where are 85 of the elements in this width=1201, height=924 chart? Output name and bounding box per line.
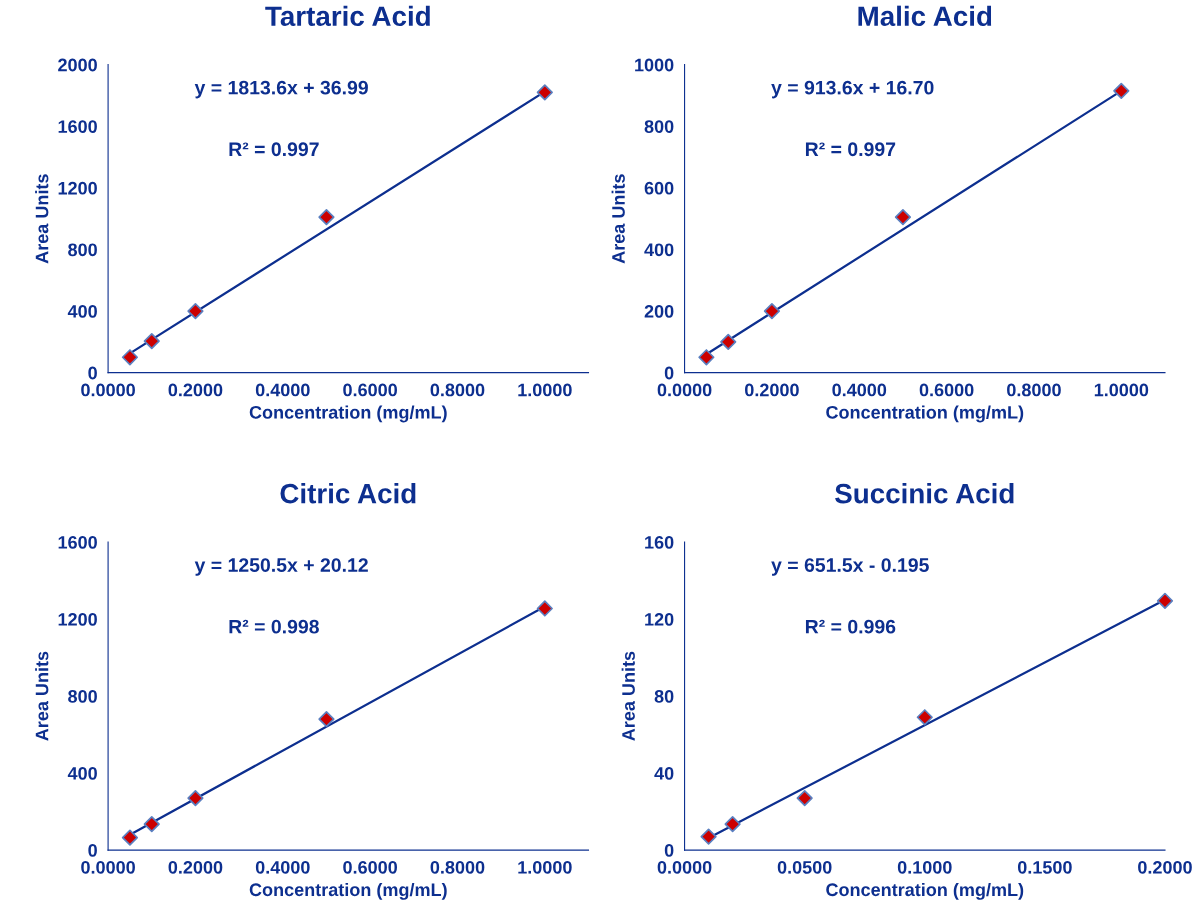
x-tick-label: 0.0000 bbox=[657, 860, 712, 874]
chart-title: Malic Acid bbox=[858, 5, 992, 27]
point bbox=[720, 333, 737, 350]
point bbox=[698, 349, 715, 366]
point bbox=[763, 302, 781, 320]
x-tick-label: 0.1000 bbox=[897, 860, 952, 874]
x-tick-label: 1.0000 bbox=[518, 383, 572, 397]
x-tick-label: 0.2000 bbox=[168, 860, 223, 874]
y-tick-label: 2000 bbox=[58, 58, 97, 72]
x-tick-label: 0.6000 bbox=[343, 860, 397, 874]
y-tick-label: 0 bbox=[88, 844, 97, 857]
y-tick-label: 0 bbox=[664, 366, 674, 380]
y-tick-label: 1600 bbox=[58, 536, 97, 549]
point bbox=[796, 789, 813, 807]
x-tick-label: 0.0500 bbox=[777, 860, 832, 874]
annotation: R² = 0.998 bbox=[229, 619, 319, 634]
point bbox=[916, 709, 933, 726]
y-axis-title: Area Units bbox=[35, 651, 49, 741]
point bbox=[724, 815, 741, 833]
x-tick-label: 0.2000 bbox=[745, 383, 799, 397]
y-axis-title: Area Units bbox=[611, 174, 625, 264]
chart-title: Succinic Acid bbox=[835, 483, 1014, 504]
x-axis-title: Concentration (mg/mL) bbox=[826, 882, 1024, 900]
annotation: R² = 0.997 bbox=[229, 142, 319, 157]
point bbox=[143, 332, 160, 350]
point bbox=[536, 600, 553, 617]
point bbox=[1113, 82, 1130, 99]
x-tick-label: 0.4000 bbox=[255, 860, 310, 874]
x-tick-label: 0.8000 bbox=[430, 383, 485, 397]
y-tick-label: 1600 bbox=[58, 120, 97, 133]
y-tick-label: 400 bbox=[644, 243, 674, 257]
x-tick-label: 0.0000 bbox=[81, 383, 135, 397]
x-axis-title: Concentration (mg/mL) bbox=[826, 405, 1024, 423]
point bbox=[318, 711, 335, 728]
chart-title: Citric Acid bbox=[280, 483, 416, 504]
y-axis-title: Area Units bbox=[621, 651, 635, 741]
point bbox=[700, 828, 717, 845]
y-tick-label: 200 bbox=[644, 305, 674, 318]
x-tick-label: 0.2000 bbox=[168, 383, 223, 397]
x-tick-label: 0.0000 bbox=[657, 383, 712, 397]
y-tick-label: 600 bbox=[644, 181, 674, 195]
annotation: R² = 0.997 bbox=[805, 142, 896, 157]
point bbox=[318, 209, 335, 226]
chart-title: Tartaric Acid bbox=[265, 5, 430, 27]
y-axis-title: Area Units bbox=[35, 174, 49, 264]
x-tick-label: 0.8000 bbox=[430, 860, 485, 874]
point bbox=[1156, 592, 1174, 609]
x-tick-label: 0.0000 bbox=[81, 860, 135, 874]
annotation: y = 1813.6x + 36.99 bbox=[194, 80, 368, 99]
x-tick-label: 1.0000 bbox=[1094, 383, 1149, 397]
point bbox=[536, 84, 553, 101]
x-tick-label: 0.6000 bbox=[343, 383, 397, 397]
y-tick-label: 400 bbox=[67, 767, 97, 780]
point bbox=[187, 302, 204, 320]
x-tick-label: 0.1500 bbox=[1017, 860, 1072, 874]
x-tick-label: 0.8000 bbox=[1007, 383, 1061, 397]
y-tick-label: 400 bbox=[67, 305, 97, 318]
y-tick-label: 80 bbox=[654, 690, 674, 703]
annotation: y = 1250.5x + 20.12 bbox=[194, 558, 368, 576]
y-tick-label: 40 bbox=[654, 767, 674, 780]
y-tick-label: 800 bbox=[68, 690, 97, 703]
point bbox=[187, 789, 204, 807]
y-tick-label: 0 bbox=[664, 844, 674, 857]
x-tick-label: 0.6000 bbox=[919, 383, 974, 397]
y-tick-label: 1000 bbox=[635, 58, 674, 72]
x-axis-title: Concentration (mg/mL) bbox=[249, 882, 447, 900]
y-tick-label: 1200 bbox=[58, 181, 97, 195]
x-tick-label: 0.4000 bbox=[832, 383, 887, 397]
annotation: y = 651.5x - 0.195 bbox=[771, 558, 929, 576]
x-tick-label: 0.4000 bbox=[255, 383, 310, 397]
x-tick-label: 0.2000 bbox=[1138, 860, 1192, 874]
point bbox=[121, 349, 139, 366]
y-tick-label: 0 bbox=[88, 366, 97, 380]
y-tick-label: 1200 bbox=[58, 613, 97, 626]
x-tick-label: 1.0000 bbox=[518, 860, 572, 874]
y-tick-label: 120 bbox=[645, 613, 674, 626]
y-tick-label: 160 bbox=[645, 536, 674, 549]
annotation: R² = 0.996 bbox=[805, 619, 896, 634]
y-tick-label: 800 bbox=[644, 120, 674, 133]
annotation: y = 913.6x + 16.70 bbox=[771, 80, 934, 99]
point bbox=[143, 815, 160, 833]
point bbox=[894, 209, 912, 226]
y-tick-label: 800 bbox=[68, 243, 97, 257]
x-axis-title: Concentration (mg/mL) bbox=[249, 405, 447, 423]
point bbox=[121, 829, 139, 846]
